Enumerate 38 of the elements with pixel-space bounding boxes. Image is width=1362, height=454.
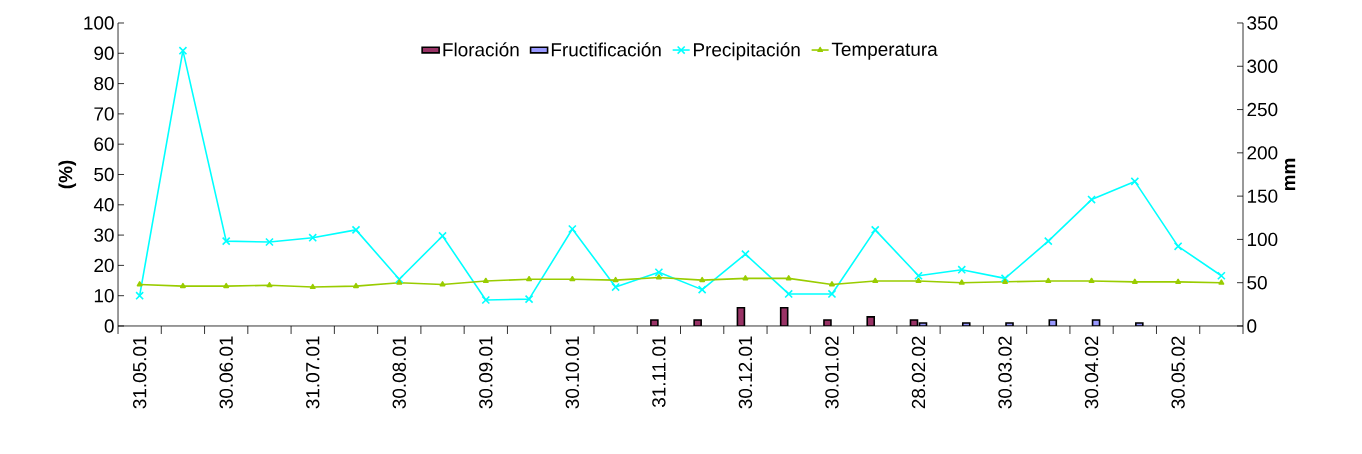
y-tick-label: 100 [84, 16, 114, 30]
legend-label: Fructificación [551, 42, 661, 57]
legend-label: Precipitación [694, 42, 800, 61]
x-tick-label: 30.01.02 [825, 336, 839, 409]
y2-axis-title: mm [1284, 158, 1296, 191]
y2-tick-label: 350 [1247, 16, 1278, 30]
x-tick-label: 30.06.01 [219, 336, 233, 409]
y-tick-label: 50 [94, 167, 114, 182]
y-tick-label: 0 [104, 319, 114, 333]
x-tick-label: 30.04.02 [1084, 336, 1099, 409]
y2-tick-label: 50 [1247, 276, 1267, 290]
legend-label: Floración [443, 42, 519, 57]
y-tick-label: 80 [94, 76, 114, 91]
x-tick-label: 28.02.02 [911, 336, 926, 409]
legend-label: Temperatura [831, 42, 938, 60]
y2-tick-label: 0 [1247, 319, 1257, 333]
y2-tick-label: 200 [1247, 146, 1278, 160]
y-tick-label: 70 [94, 107, 114, 121]
y2-tick-label: 300 [1247, 59, 1278, 73]
y-tick-label: 90 [94, 46, 114, 60]
x-tick-label: 30.10.01 [565, 336, 580, 409]
x-tick-label: 30.05.02 [1171, 336, 1185, 409]
y-tick-label: 10 [94, 288, 114, 303]
y-axis-title: (%) [58, 160, 77, 189]
x-tick-label: 30.09.01 [479, 336, 493, 409]
x-tick-label: 31.11.01 [652, 336, 666, 408]
x-tick-label: 30.08.01 [392, 336, 406, 409]
x-tick-label: 30.03.02 [998, 336, 1012, 409]
y-tick-label: 30 [94, 228, 114, 242]
y-tick-label: 20 [94, 258, 114, 273]
y2-tick-label: 150 [1247, 189, 1278, 203]
y-tick-label: 40 [93, 198, 114, 212]
y2-tick-label: 100 [1247, 232, 1278, 247]
x-tick-label: 30.12.01 [738, 336, 753, 409]
y2-tick-label: 250 [1247, 102, 1278, 117]
x-tick-label: 31.07.01 [306, 336, 320, 409]
y-tick-label: 60 [94, 137, 114, 151]
x-tick-label: 31.05.01 [132, 336, 147, 409]
